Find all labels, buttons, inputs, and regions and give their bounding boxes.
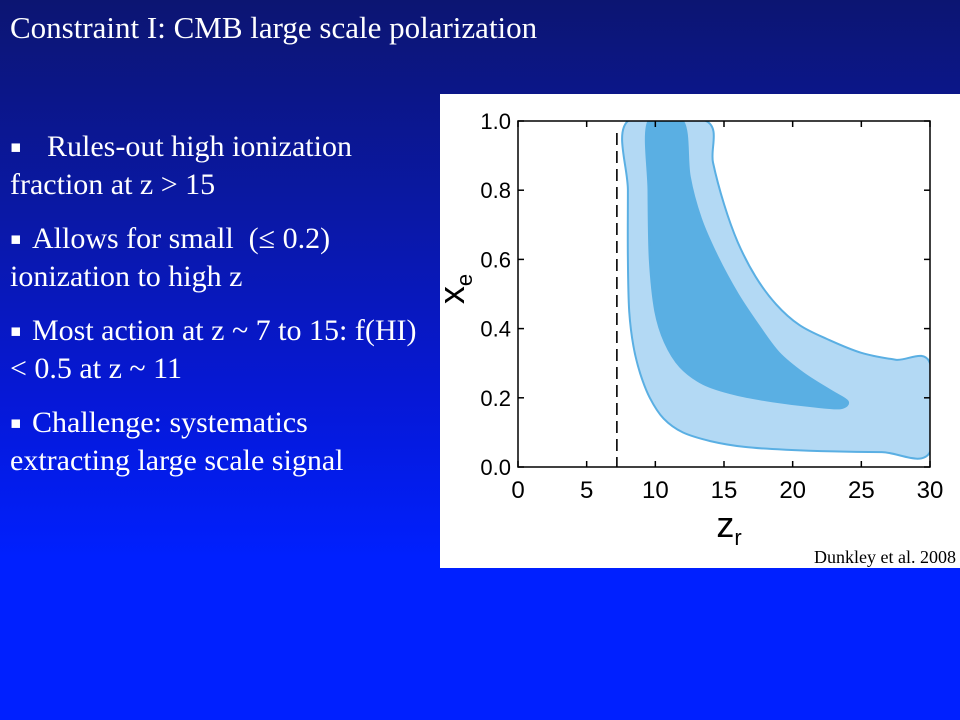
x-axis-label: zr xyxy=(716,504,741,550)
bullet-text: Rules-out high ionization fraction at z … xyxy=(10,130,360,201)
y-axis-label: xe xyxy=(440,274,477,304)
bullet-list: ▪ Rules-out high ionization fraction at … xyxy=(10,128,435,496)
y-tick-label: 1.0 xyxy=(480,109,511,134)
bullet-text: Most action at z ~ 7 to 15: f(HI) < 0.5 … xyxy=(10,314,417,385)
bullet-marker-icon: ▪ xyxy=(10,413,22,433)
axis-labels: zr xe xyxy=(440,274,742,550)
x-tick-label: 30 xyxy=(917,477,944,504)
y-tick-label: 0.8 xyxy=(480,178,511,203)
contour-regions xyxy=(621,121,930,460)
x-tick-label: 0 xyxy=(511,477,524,504)
bullet-text: Challenge: systematics extracting large … xyxy=(10,406,344,477)
y-tick-label: 0.0 xyxy=(480,455,511,480)
y-tick-label: 0.4 xyxy=(480,317,511,342)
bullet-item: ▪ Rules-out high ionization fraction at … xyxy=(10,128,435,204)
y-tick-label: 0.2 xyxy=(480,386,511,411)
bullet-text: Allows for small (≤ 0.2) ionization to h… xyxy=(10,222,338,293)
bullet-marker-icon: ▪ xyxy=(10,229,22,249)
x-tick-label: 5 xyxy=(580,477,593,504)
axis-ticks: 0 5 10 15 20 25 30 0.0 0.2 0.4 0.6 0.8 1.0 xyxy=(480,109,943,504)
x-tick-label: 10 xyxy=(642,477,669,504)
figure-credit: Dunkley et al. 2008 xyxy=(814,547,956,567)
bullet-marker-icon: ▪ xyxy=(10,137,22,157)
bullet-item: ▪ Most action at z ~ 7 to 15: f(HI) < 0.5… xyxy=(10,312,435,388)
bullet-item: ▪ Allows for small (≤ 0.2) ionization to … xyxy=(10,220,435,296)
x-tick-label: 25 xyxy=(848,477,875,504)
contour-68-region xyxy=(644,121,850,410)
bullet-item: ▪ Challenge: systematics extracting large… xyxy=(10,404,435,480)
bullet-marker-icon: ▪ xyxy=(10,321,22,341)
y-tick-label: 0.6 xyxy=(480,247,511,272)
x-tick-label: 20 xyxy=(779,477,806,504)
slide-title: Constraint I: CMB large scale polarizati… xyxy=(10,10,538,45)
x-tick-label: 15 xyxy=(711,477,738,504)
contour-chart: 0 5 10 15 20 25 30 0.0 0.2 0.4 0.6 0.8 1.0 zr xe xyxy=(440,109,943,550)
figure-panel: 0 5 10 15 20 25 30 0.0 0.2 0.4 0.6 0.8 1.0 zr xe Dunk… xyxy=(440,94,960,568)
